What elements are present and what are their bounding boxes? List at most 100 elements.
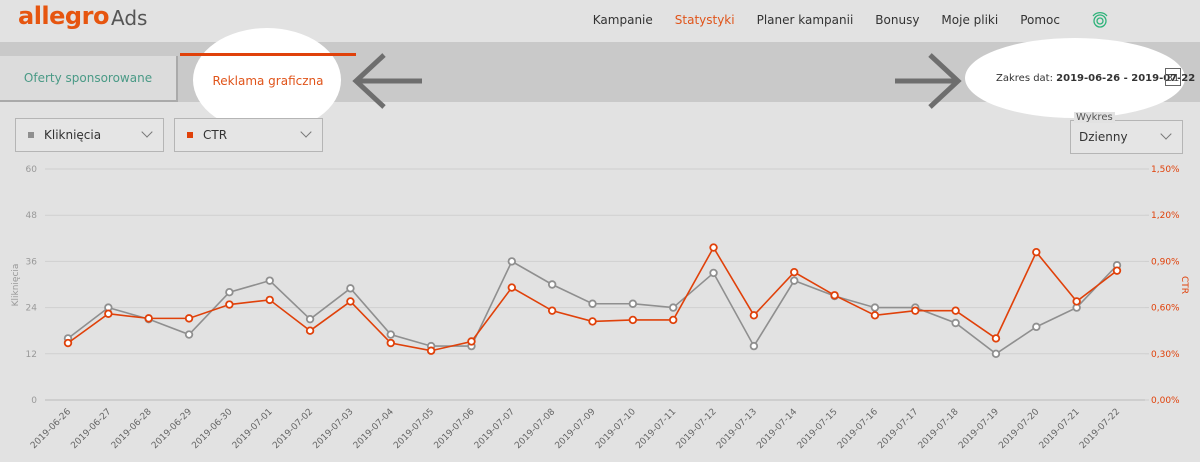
point (426, 346, 436, 355)
x-tick-label: 2019-07-16 (836, 407, 880, 451)
nav-item[interactable]: Statystyki (674, 13, 735, 27)
x-tick-label: 2019-06-29 (150, 407, 194, 451)
point (467, 337, 476, 346)
nav-item[interactable]: Bonusy (875, 13, 920, 27)
y-axis-title: Kliknięcia (11, 264, 21, 307)
tab[interactable]: Oferty sponsorowane (0, 56, 178, 102)
x-tick-label: 2019-07-08 (513, 407, 557, 451)
highlight-circle (965, 38, 1185, 118)
point (588, 317, 597, 326)
y2-tick-label: 1,20% (1151, 211, 1180, 221)
series-name: Kliknięcia (44, 128, 102, 142)
nav-item[interactable]: Planer kampanii (756, 13, 854, 27)
y2-tick-label: 0,00% (1151, 396, 1180, 406)
y-tick-label: 60 (26, 165, 38, 175)
point (265, 295, 274, 305)
point (991, 349, 1001, 358)
chart: 0 12 24 36 48 60 0,00% 0,30% 0,60% 0,90% 1,20% 1,50… (11, 165, 1189, 451)
point (547, 280, 557, 289)
arrow-right (895, 53, 962, 109)
y-tick-label: 0 (31, 396, 37, 406)
y2-tick-label: 0,60% (1151, 304, 1180, 314)
x-tick-label: 2019-07-11 (634, 407, 678, 451)
mode-select[interactable]: Dzienny (1070, 120, 1183, 154)
point (830, 291, 839, 300)
nav-item[interactable]: Kampanie (592, 13, 653, 27)
series-name: CTR (203, 128, 228, 142)
x-tick-label: 2019-07-03 (311, 407, 355, 451)
calendar-icon[interactable]: 31 (1165, 68, 1181, 86)
product-name: Ads (111, 6, 148, 30)
nav-item[interactable]: Moje pliki (941, 13, 999, 27)
date-range-value: 2019-06-26 - 2019-07-22 (1056, 73, 1196, 84)
y2-tick-label: 1,50% (1151, 165, 1180, 175)
nav-item[interactable]: Pomoc (1020, 13, 1060, 27)
series-swatch (187, 132, 193, 138)
y-tick-label: 12 (26, 350, 37, 360)
x-tick-label: 2019-07-17 (876, 407, 920, 451)
point (709, 243, 718, 252)
point (184, 314, 194, 323)
arrow-left (352, 53, 422, 109)
point (507, 257, 517, 266)
point (144, 314, 153, 323)
y-tick-label: 48 (26, 211, 38, 221)
date-range[interactable]: Zakres dat: 2019-06-26 - 2019-07-22 (996, 73, 1195, 84)
point (911, 306, 920, 315)
point (346, 297, 355, 306)
point (305, 326, 315, 335)
point (588, 299, 597, 308)
point (1112, 266, 1122, 275)
x-tick-label: 2019-07-20 (997, 407, 1041, 451)
point (628, 315, 638, 325)
point (386, 338, 395, 348)
x-tick-label: 2019-07-18 (917, 407, 961, 451)
series-select[interactable]: Kliknięcia (15, 118, 164, 152)
x-tick-label: 2019-07-10 (594, 407, 638, 451)
x-tick-label: 2019-07-04 (352, 407, 396, 451)
y-tick-label: 24 (26, 304, 38, 314)
x-tick-label: 2019-07-01 (231, 407, 275, 451)
point (870, 303, 880, 312)
series-swatch (28, 132, 34, 138)
x-tick-label: 2019-07-06 (433, 407, 477, 451)
y2-tick-label: 0,90% (1151, 257, 1180, 267)
date-range-label: Zakres dat: (996, 73, 1053, 84)
point (547, 306, 557, 315)
y2-axis-title: CTR (1179, 276, 1189, 294)
series-select[interactable]: CTR (174, 118, 323, 152)
point (951, 306, 960, 315)
mode-label: Wykres (1074, 112, 1115, 123)
y2-tick-label: 0,30% (1151, 350, 1180, 360)
point (951, 318, 960, 328)
point (991, 334, 1001, 343)
point (1072, 297, 1081, 306)
point (346, 284, 355, 293)
point (1032, 322, 1041, 332)
fingerprint-icon[interactable] (1090, 10, 1110, 32)
point (386, 330, 395, 339)
x-tick-label: 2019-07-14 (755, 407, 799, 451)
point (63, 338, 73, 348)
point (668, 303, 678, 312)
x-tick-label: 2019-07-12 (675, 407, 719, 451)
point (507, 283, 517, 292)
x-tick-label: 2019-07-21 (1038, 407, 1082, 451)
point (709, 268, 718, 278)
series-line (67, 245, 1118, 352)
point (790, 267, 799, 277)
x-tick-label: 2019-07-07 (473, 407, 517, 451)
point (104, 309, 113, 318)
nav: Kampanie Statystyki Planer kampanii Bonu… (593, 13, 1060, 27)
point (305, 314, 315, 324)
point (749, 341, 759, 351)
tab[interactable]: Reklama graficzna (180, 53, 356, 105)
mode-value: Dzienny (1079, 130, 1128, 144)
x-tick-label: 2019-06-27 (69, 407, 113, 451)
point (749, 311, 759, 320)
point (668, 315, 678, 325)
point (790, 276, 799, 285)
logo[interactable]: allegro (18, 2, 109, 30)
point (628, 299, 638, 308)
